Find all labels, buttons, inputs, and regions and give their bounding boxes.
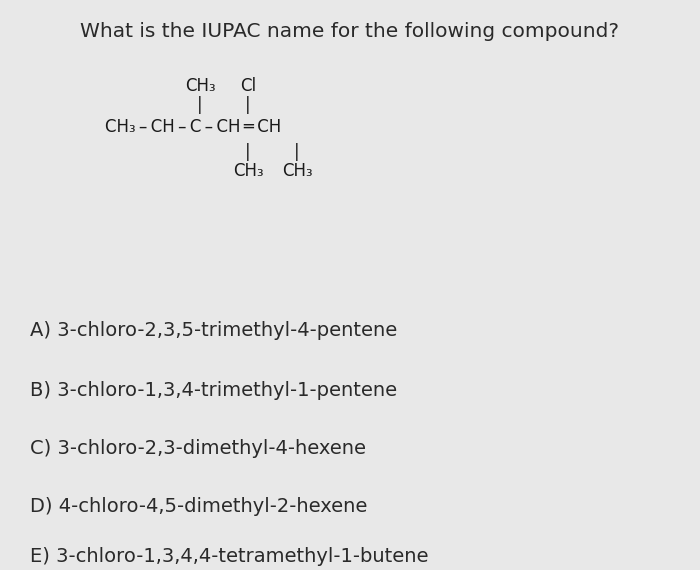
Text: Cl: Cl xyxy=(240,77,256,95)
Text: |: | xyxy=(245,143,251,161)
Text: |: | xyxy=(245,96,251,114)
Text: A) 3-chloro-2,3,5-trimethyl-4-pentene: A) 3-chloro-2,3,5-trimethyl-4-pentene xyxy=(30,320,398,340)
Text: CH₃: CH₃ xyxy=(185,77,216,95)
Text: CH₃ – CH – C – CH ═ CH: CH₃ – CH – C – CH ═ CH xyxy=(105,118,281,136)
Text: CH₃: CH₃ xyxy=(232,162,263,180)
Text: D) 4-chloro-4,5-dimethyl-2-hexene: D) 4-chloro-4,5-dimethyl-2-hexene xyxy=(30,496,368,515)
Text: What is the IUPAC name for the following compound?: What is the IUPAC name for the following… xyxy=(80,22,620,41)
Text: C) 3-chloro-2,3-dimethyl-4-hexene: C) 3-chloro-2,3-dimethyl-4-hexene xyxy=(30,438,366,458)
Text: B) 3-chloro-1,3,4-trimethyl-1-pentene: B) 3-chloro-1,3,4-trimethyl-1-pentene xyxy=(30,381,397,400)
Text: |: | xyxy=(294,143,300,161)
Text: CH₃: CH₃ xyxy=(281,162,312,180)
Text: E) 3-chloro-1,3,4,4-tetramethyl-1-butene: E) 3-chloro-1,3,4,4-tetramethyl-1-butene xyxy=(30,547,428,565)
Text: |: | xyxy=(197,96,203,114)
